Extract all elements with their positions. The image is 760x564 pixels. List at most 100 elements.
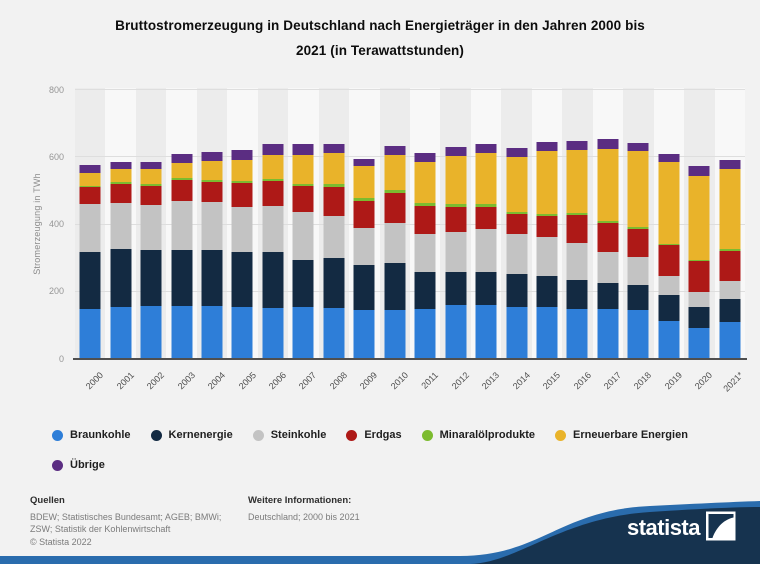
bar-segment-2020-Kernenergie[interactable] bbox=[688, 306, 710, 329]
bar-segment-2015-Kernenergie[interactable] bbox=[536, 276, 558, 308]
bar-segment-2006-Steinkohle[interactable] bbox=[262, 205, 284, 252]
bar-segment-2002-Minaralölprodukte[interactable] bbox=[140, 184, 162, 187]
bar-segment-2011-Erneuerbare Energien[interactable] bbox=[414, 161, 436, 204]
bar-segment-2011-Braunkohle[interactable] bbox=[414, 308, 436, 359]
bar-segment-2015-Übrige[interactable] bbox=[536, 141, 558, 151]
bar-segment-2005-Erdgas[interactable] bbox=[231, 183, 253, 208]
bar-segment-2008-Erdgas[interactable] bbox=[323, 187, 345, 217]
bar-2003[interactable] bbox=[171, 154, 193, 359]
bar-2001[interactable] bbox=[110, 161, 132, 359]
bar-segment-2001-Kernenergie[interactable] bbox=[110, 249, 132, 307]
bar-segment-2019-Kernenergie[interactable] bbox=[658, 295, 680, 321]
bar-segment-2015-Minaralölprodukte[interactable] bbox=[536, 213, 558, 216]
bar-segment-2013-Erneuerbare Energien[interactable] bbox=[475, 153, 497, 205]
bar-segment-2005-Übrige[interactable] bbox=[231, 150, 253, 161]
bar-segment-2014-Erdgas[interactable] bbox=[506, 213, 528, 235]
bar-segment-2008-Minaralölprodukte[interactable] bbox=[323, 184, 345, 188]
bar-segment-2000-Steinkohle[interactable] bbox=[79, 204, 101, 253]
bar-segment-2018-Kernenergie[interactable] bbox=[627, 284, 649, 311]
bar-segment-2017-Übrige[interactable] bbox=[597, 139, 619, 149]
bar-segment-2021*-Braunkohle[interactable] bbox=[719, 321, 741, 359]
bar-segment-2002-Erneuerbare Energien[interactable] bbox=[140, 168, 162, 185]
bar-segment-2004-Erdgas[interactable] bbox=[201, 182, 223, 203]
bar-2000[interactable] bbox=[79, 165, 101, 359]
bar-segment-2002-Kernenergie[interactable] bbox=[140, 250, 162, 306]
bar-segment-2006-Braunkohle[interactable] bbox=[262, 308, 284, 359]
bar-segment-2001-Übrige[interactable] bbox=[110, 161, 132, 170]
bar-2006[interactable] bbox=[262, 144, 284, 359]
bar-segment-2014-Erneuerbare Energien[interactable] bbox=[506, 157, 528, 212]
bar-2018[interactable] bbox=[627, 142, 649, 359]
bar-segment-2018-Minaralölprodukte[interactable] bbox=[627, 226, 649, 229]
bar-segment-2010-Erdgas[interactable] bbox=[384, 193, 406, 224]
bar-segment-2017-Minaralölprodukte[interactable] bbox=[597, 221, 619, 224]
bar-segment-2018-Erdgas[interactable] bbox=[627, 228, 649, 257]
bar-segment-2003-Erdgas[interactable] bbox=[171, 180, 193, 202]
bar-segment-2009-Übrige[interactable] bbox=[353, 158, 375, 167]
bar-segment-2019-Erneuerbare Energien[interactable] bbox=[658, 162, 680, 244]
bar-segment-2012-Steinkohle[interactable] bbox=[445, 232, 467, 272]
bar-2020[interactable] bbox=[688, 166, 710, 359]
bar-segment-2011-Steinkohle[interactable] bbox=[414, 234, 436, 273]
bar-segment-2015-Steinkohle[interactable] bbox=[536, 236, 558, 277]
bar-segment-2021*-Erdgas[interactable] bbox=[719, 250, 741, 281]
bar-segment-2007-Steinkohle[interactable] bbox=[292, 211, 314, 260]
bar-segment-2010-Kernenergie[interactable] bbox=[384, 262, 406, 310]
bar-segment-2009-Braunkohle[interactable] bbox=[353, 310, 375, 359]
bar-segment-2003-Kernenergie[interactable] bbox=[171, 250, 193, 306]
bar-2017[interactable] bbox=[597, 139, 619, 359]
bar-segment-2018-Braunkohle[interactable] bbox=[627, 310, 649, 359]
bar-segment-2008-Erneuerbare Energien[interactable] bbox=[323, 152, 345, 185]
bar-segment-2011-Minaralölprodukte[interactable] bbox=[414, 203, 436, 206]
bar-2021*[interactable] bbox=[719, 159, 741, 359]
bar-segment-2005-Steinkohle[interactable] bbox=[231, 207, 253, 253]
bar-segment-2017-Steinkohle[interactable] bbox=[597, 252, 619, 284]
bar-2019[interactable] bbox=[658, 153, 680, 359]
bar-segment-2007-Braunkohle[interactable] bbox=[292, 306, 314, 359]
bar-segment-2004-Steinkohle[interactable] bbox=[201, 202, 223, 250]
bar-2014[interactable] bbox=[506, 148, 528, 359]
bar-segment-2001-Erneuerbare Energien[interactable] bbox=[110, 169, 132, 183]
bar-segment-2004-Erneuerbare Energien[interactable] bbox=[201, 160, 223, 180]
bar-segment-2003-Erneuerbare Energien[interactable] bbox=[171, 162, 193, 178]
bar-segment-2012-Minaralölprodukte[interactable] bbox=[445, 204, 467, 207]
bar-segment-2016-Erdgas[interactable] bbox=[566, 215, 588, 243]
bar-2009[interactable] bbox=[353, 158, 375, 359]
bar-2013[interactable] bbox=[475, 144, 497, 359]
bar-segment-2014-Übrige[interactable] bbox=[506, 148, 528, 158]
bar-segment-2021*-Steinkohle[interactable] bbox=[719, 280, 741, 299]
bar-segment-2020-Braunkohle[interactable] bbox=[688, 328, 710, 359]
bar-segment-2017-Kernenergie[interactable] bbox=[597, 283, 619, 310]
bar-segment-2007-Erdgas[interactable] bbox=[292, 186, 314, 212]
bar-segment-2018-Erneuerbare Energien[interactable] bbox=[627, 151, 649, 227]
bar-segment-2014-Minaralölprodukte[interactable] bbox=[506, 211, 528, 214]
bar-segment-2003-Übrige[interactable] bbox=[171, 154, 193, 163]
bar-segment-2001-Steinkohle[interactable] bbox=[110, 202, 132, 250]
bar-segment-2014-Kernenergie[interactable] bbox=[506, 273, 528, 307]
bar-segment-2018-Übrige[interactable] bbox=[627, 142, 649, 152]
bar-segment-2003-Minaralölprodukte[interactable] bbox=[171, 177, 193, 181]
bar-segment-2021*-Minaralölprodukte[interactable] bbox=[719, 249, 741, 251]
bar-segment-2000-Erdgas[interactable] bbox=[79, 187, 101, 205]
bar-segment-2019-Steinkohle[interactable] bbox=[658, 276, 680, 296]
bar-segment-2000-Braunkohle[interactable] bbox=[79, 309, 101, 359]
bar-2005[interactable] bbox=[231, 150, 253, 359]
bar-segment-2016-Kernenergie[interactable] bbox=[566, 280, 588, 309]
bar-segment-2005-Braunkohle[interactable] bbox=[231, 307, 253, 359]
bar-2012[interactable] bbox=[445, 147, 467, 359]
bar-segment-2008-Braunkohle[interactable] bbox=[323, 308, 345, 359]
bar-segment-2021*-Kernenergie[interactable] bbox=[719, 298, 741, 322]
bar-segment-2019-Minaralölprodukte[interactable] bbox=[658, 243, 680, 246]
bar-segment-2017-Braunkohle[interactable] bbox=[597, 309, 619, 359]
bar-segment-2020-Übrige[interactable] bbox=[688, 166, 710, 176]
bar-segment-2012-Übrige[interactable] bbox=[445, 147, 467, 156]
bar-2010[interactable] bbox=[384, 146, 406, 359]
bar-segment-2004-Kernenergie[interactable] bbox=[201, 249, 223, 306]
bar-segment-2016-Braunkohle[interactable] bbox=[566, 308, 588, 359]
bar-segment-2013-Übrige[interactable] bbox=[475, 144, 497, 154]
bar-segment-2000-Minaralölprodukte[interactable] bbox=[79, 185, 101, 188]
bar-segment-2016-Erneuerbare Energien[interactable] bbox=[566, 149, 588, 214]
bar-2015[interactable] bbox=[536, 141, 558, 359]
bar-segment-2005-Kernenergie[interactable] bbox=[231, 252, 253, 308]
bar-segment-2020-Erdgas[interactable] bbox=[688, 261, 710, 293]
